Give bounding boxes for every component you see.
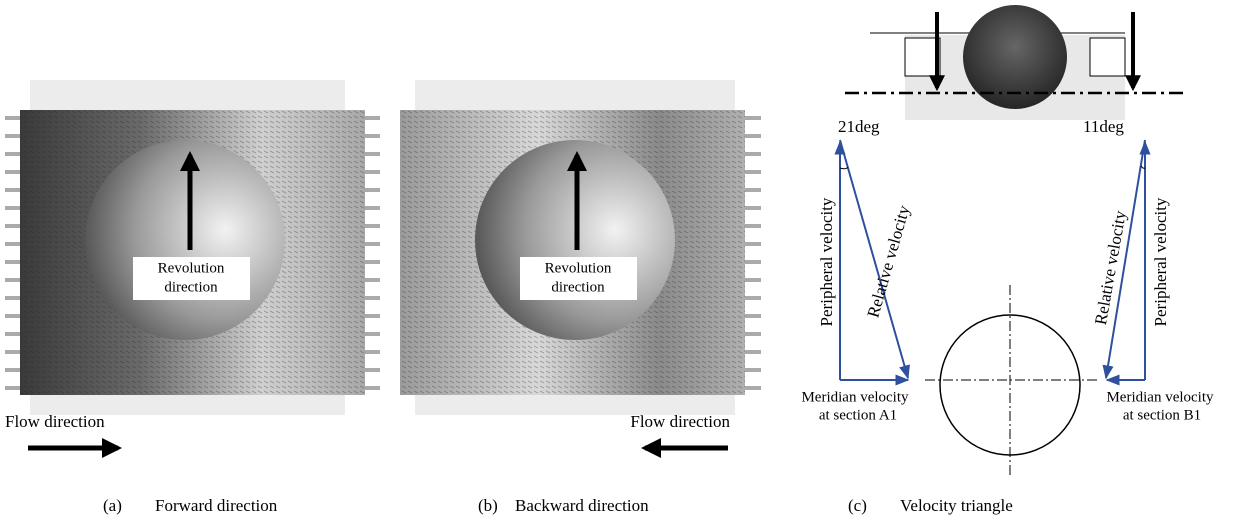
panel-label: (a) bbox=[103, 496, 122, 515]
meridian-label: Meridian velocity bbox=[1106, 389, 1214, 405]
panel-c: 21deg Peripheral velocity Relative veloc… bbox=[801, 5, 1214, 515]
flow-label: Flow direction bbox=[630, 412, 730, 431]
caption: Forward direction bbox=[155, 496, 278, 515]
peripheral-label: Peripheral velocity bbox=[1151, 197, 1170, 326]
panel-a: Revolution direction Flow direction (a) … bbox=[5, 80, 380, 515]
angle-label: 11deg bbox=[1083, 117, 1124, 136]
roller bbox=[1090, 38, 1125, 76]
meridian-label: at section B1 bbox=[1123, 407, 1201, 423]
revolution-label: Revolution bbox=[158, 260, 225, 276]
flow-label: Flow direction bbox=[5, 412, 105, 431]
meridian-label: Meridian velocity bbox=[801, 389, 909, 405]
revolution-label: direction bbox=[164, 279, 218, 295]
caption: Backward direction bbox=[515, 496, 649, 515]
figure: Revolution direction Flow direction (a) … bbox=[0, 0, 1252, 524]
angle-label: 21deg bbox=[838, 117, 880, 136]
revolution-label: Revolution bbox=[545, 260, 612, 276]
peripheral-label: Peripheral velocity bbox=[817, 197, 836, 326]
panel-label: (c) bbox=[848, 496, 867, 515]
relative-label: Relative velocity bbox=[863, 203, 913, 320]
panel-b: Revolution direction Flow direction (b) … bbox=[400, 80, 761, 515]
panel-label: (b) bbox=[478, 496, 498, 515]
sphere bbox=[85, 140, 285, 340]
revolution-label: direction bbox=[551, 279, 605, 295]
roller bbox=[905, 38, 940, 76]
caption: Velocity triangle bbox=[900, 496, 1013, 515]
ticks bbox=[743, 115, 761, 395]
meridian-label: at section A1 bbox=[819, 407, 897, 423]
